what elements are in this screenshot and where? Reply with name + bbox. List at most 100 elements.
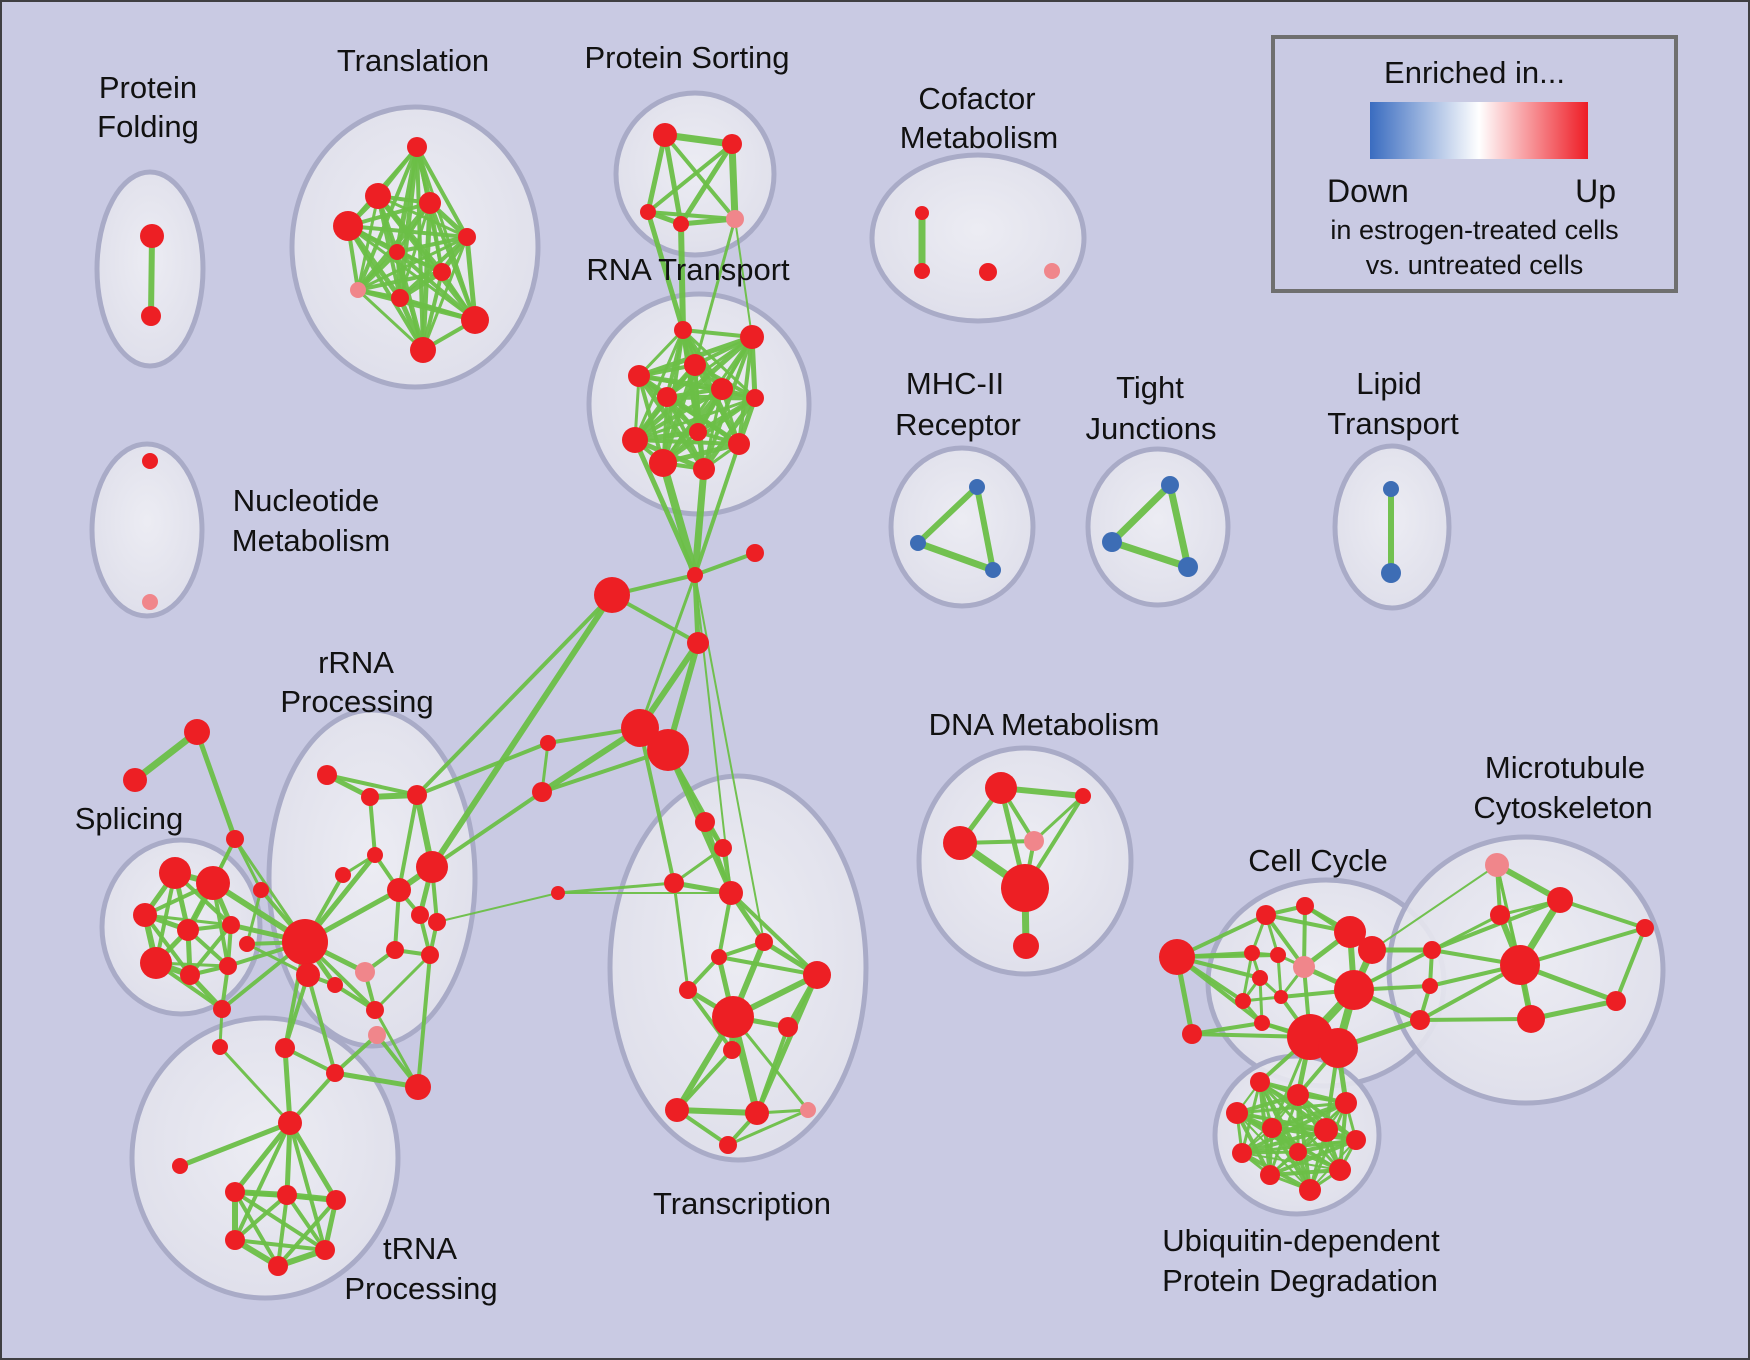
edge-trna — [233, 1190, 327, 1252]
gene-set-node-sp-2 — [226, 830, 244, 848]
gene-set-node-rr-8 — [296, 963, 320, 987]
gene-set-node-trna-8 — [212, 1039, 228, 1055]
bridge-edge-rnt-br — [693, 442, 741, 577]
gene-set-node-rr-20 — [368, 1026, 386, 1044]
gene-set-node-br-0 — [687, 567, 703, 583]
gene-set-node-txn-6 — [679, 981, 697, 999]
gene-set-node-ub-9 — [1299, 1179, 1321, 1201]
gene-set-node-tr-4 — [458, 228, 476, 246]
legend-box: Enriched in... Down Up in estrogen-treat… — [1271, 35, 1678, 293]
gene-set-node-cc-16 — [1423, 941, 1441, 959]
edge-rr — [333, 1033, 379, 1075]
gene-set-node-trna-5 — [225, 1230, 245, 1250]
gene-set-node-trna-3 — [277, 1185, 297, 1205]
gene-set-node-sp-7 — [222, 916, 240, 934]
gene-set-node-tr-3 — [333, 211, 363, 241]
edge-ps — [663, 133, 737, 221]
gene-set-node-mhc-2 — [985, 562, 1001, 578]
gene-set-node-rr-18 — [275, 1038, 295, 1058]
gene-set-node-trna-6 — [315, 1240, 335, 1260]
gene-set-node-rr-13 — [387, 878, 411, 902]
cluster-label-mt: Cytoskeleton — [1473, 790, 1652, 825]
gene-set-node-ub-5 — [1314, 1118, 1338, 1142]
gene-set-node-ub-7 — [1232, 1143, 1252, 1163]
edge-tr — [356, 288, 425, 352]
gene-set-node-txn-12 — [745, 1101, 769, 1125]
edge-mhc — [974, 484, 996, 573]
cluster-label-tj: Junctions — [1086, 411, 1217, 446]
edge-rr — [245, 888, 263, 946]
gene-set-node-rr-16 — [421, 946, 439, 964]
gene-set-node-br-5 — [647, 729, 689, 771]
gene-set-node-rnt-2 — [684, 354, 706, 376]
gene-set-node-cf-1 — [914, 263, 930, 279]
cluster-label-nm: Metabolism — [232, 523, 391, 558]
gene-set-node-ps-3 — [673, 216, 689, 232]
gene-set-node-cc-5 — [1358, 936, 1386, 964]
edge-tr — [356, 270, 444, 292]
gene-set-node-txn-11 — [665, 1098, 689, 1122]
bridge-edge-rnt-br — [659, 459, 699, 579]
edge-trna — [233, 1238, 327, 1252]
gene-set-node-txn-7 — [803, 961, 831, 989]
gene-set-node-rr-17 — [428, 913, 446, 931]
edge-trna — [233, 1190, 280, 1268]
gene-set-node-tj-1 — [1102, 532, 1122, 552]
gene-set-node-rr-7 — [253, 882, 269, 898]
gene-set-node-txn-10 — [723, 1041, 741, 1059]
legend-gradient-bar — [1370, 102, 1588, 159]
gene-set-node-sp-10 — [219, 957, 237, 975]
bridge-edge-ps-rnt — [693, 217, 737, 367]
edge-ps — [728, 140, 739, 223]
gene-set-node-ub-8 — [1260, 1165, 1280, 1185]
gene-set-node-rnt-5 — [711, 378, 733, 400]
bridge-edge-br-rr — [415, 741, 550, 797]
cluster-label-pf: Folding — [97, 109, 199, 144]
cluster-label-tr: Translation — [337, 43, 489, 78]
gene-set-node-ub-3 — [1226, 1102, 1248, 1124]
gene-set-node-tr-6 — [433, 263, 451, 281]
gene-set-node-mhc-0 — [969, 479, 985, 495]
gene-set-node-rnt-1 — [740, 325, 764, 349]
edge-tr — [346, 224, 425, 352]
edge-ps — [678, 141, 735, 227]
gene-set-node-cf-0 — [915, 206, 929, 220]
gene-set-node-cc-6 — [1244, 945, 1260, 961]
gene-set-node-txn-2 — [664, 873, 684, 893]
edge-mt — [1558, 898, 1647, 930]
layer-nodes — [123, 123, 1654, 1276]
edge-tr — [356, 194, 380, 292]
gene-set-node-rr-5 — [416, 851, 448, 883]
edge-cc — [1190, 1021, 1264, 1036]
gene-set-node-sp-5 — [133, 903, 157, 927]
edge-br — [693, 551, 757, 577]
edge-rr — [325, 773, 419, 797]
gene-set-node-sp-0 — [184, 719, 210, 745]
gene-set-node-rnt-8 — [728, 433, 750, 455]
edge-tr — [355, 249, 400, 293]
gene-set-node-tr-9 — [461, 306, 489, 334]
edge-txn — [717, 955, 819, 977]
edge-trna — [276, 1193, 289, 1268]
gene-set-node-rr-9 — [355, 962, 375, 982]
gene-set-node-tr-0 — [407, 137, 427, 157]
edge-mhc — [914, 539, 997, 574]
edge-trna — [288, 1121, 327, 1252]
gene-set-node-rnt-0 — [674, 321, 692, 339]
gene-set-node-rnt-7 — [689, 423, 707, 441]
gene-set-node-lt-1 — [1381, 563, 1401, 583]
bridge-edge-br-rr — [415, 593, 614, 797]
edge-ps — [645, 132, 668, 215]
gene-set-node-cc-1 — [1182, 1024, 1202, 1044]
gene-set-node-trna-4 — [326, 1190, 346, 1210]
cluster-label-mt: Microtubule — [1485, 750, 1645, 785]
bridge-edge-cc-mt — [1418, 1017, 1533, 1022]
gene-set-node-txn-13 — [800, 1102, 816, 1118]
edge-ub — [1240, 1128, 1328, 1155]
gene-set-node-txn-5 — [711, 949, 727, 965]
edge-rnt — [632, 334, 755, 443]
edge-sp — [131, 728, 201, 784]
gene-set-node-cc-0 — [1159, 939, 1195, 975]
